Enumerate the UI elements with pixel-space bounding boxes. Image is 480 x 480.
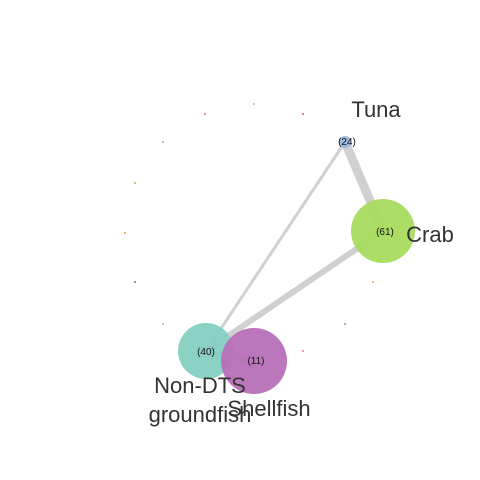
node-tuna: (24) Tuna	[338, 97, 401, 148]
node-non-dts-count: (40)	[197, 347, 215, 358]
node-crab-count: (61)	[376, 227, 394, 238]
edges-layer	[204, 140, 388, 366]
nodes-layer: (24) Tuna (61) Crab (40) (11) Non-DTS gr…	[149, 97, 454, 427]
node-crab-circle	[351, 199, 415, 263]
minor-node	[372, 281, 374, 283]
minor-node	[162, 323, 164, 325]
node-tuna-circle	[339, 136, 351, 148]
minor-node	[124, 232, 126, 234]
node-non-dts-label-line-1: Non-DTS	[154, 373, 246, 398]
node-non-dts-circle	[178, 323, 234, 379]
minor-nodes-layer	[124, 103, 374, 352]
minor-node	[204, 113, 206, 115]
node-tuna-count: (24)	[338, 137, 356, 148]
minor-node	[302, 113, 304, 115]
minor-node	[253, 103, 255, 105]
minor-node	[162, 141, 164, 143]
minor-node	[134, 182, 136, 184]
node-shellfish-label: Shellfish	[227, 396, 310, 421]
minor-node	[302, 350, 304, 352]
edge-tuna-non-dts	[204, 141, 347, 352]
minor-node	[344, 323, 346, 325]
node-crab-label: Crab	[406, 222, 454, 247]
node-non-dts: (40)	[178, 323, 234, 379]
minor-node	[134, 281, 136, 283]
node-shellfish: (11)	[221, 328, 287, 394]
node-non-dts-label-line-2: groundfish	[149, 402, 252, 427]
node-tuna-label: Tuna	[351, 97, 401, 122]
node-crab: (61) Crab	[351, 199, 454, 263]
node-shellfish-circle	[221, 328, 287, 394]
node-shellfish-count: (11)	[247, 356, 264, 367]
edge-crab-non-dts	[204, 228, 385, 354]
